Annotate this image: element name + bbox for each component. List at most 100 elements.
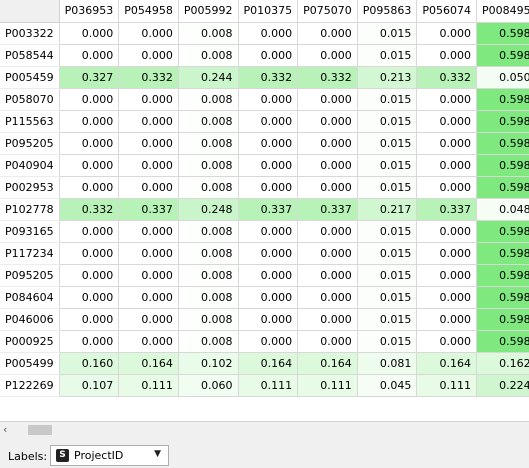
table-cell[interactable]: 0.000 (238, 176, 299, 199)
table-cell[interactable]: 0.000 (59, 132, 120, 155)
row-header[interactable]: P115563 (0, 110, 60, 133)
table-cell[interactable]: 0.000 (238, 154, 299, 177)
table-cell[interactable]: 0.164 (118, 352, 179, 375)
table-cell[interactable]: 0.111 (297, 374, 358, 397)
table-cell[interactable]: 0.015 (357, 132, 418, 155)
column-header[interactable]: P008495 (476, 0, 529, 23)
distance-table-view[interactable]: P036953 P054958 P005992 P010375 P075070 P0958… (0, 0, 529, 421)
table-cell[interactable]: 0.337 (416, 198, 477, 221)
table-cell[interactable]: 0.000 (297, 176, 358, 199)
horizontal-scrollbar[interactable]: ‹ (0, 421, 529, 438)
table-cell[interactable]: 0.000 (118, 110, 179, 133)
table-cell[interactable]: 0.332 (297, 66, 358, 89)
row-header[interactable]: P122269 (0, 374, 60, 397)
table-cell[interactable]: 0.332 (59, 198, 120, 221)
table-cell[interactable]: 0.000 (59, 88, 120, 111)
table-cell[interactable]: 0.337 (118, 198, 179, 221)
row-header[interactable]: P084604 (0, 286, 60, 309)
table-cell[interactable]: 0.008 (178, 110, 239, 133)
table-cell[interactable]: 0.008 (178, 308, 239, 331)
table-cell[interactable]: 0.164 (297, 352, 358, 375)
table-cell[interactable]: 0.000 (297, 110, 358, 133)
table-cell[interactable]: 0.060 (178, 374, 239, 397)
table-cell[interactable]: 0.164 (238, 352, 299, 375)
column-header[interactable]: P005992 (178, 0, 239, 23)
table-cell[interactable]: 0.008 (178, 242, 239, 265)
table-cell[interactable]: 0.015 (357, 308, 418, 331)
scrollbar-thumb[interactable] (28, 425, 52, 435)
table-cell[interactable]: 0.598 (476, 44, 529, 67)
table-cell[interactable]: 0.000 (59, 220, 120, 243)
table-cell[interactable]: 0.015 (357, 176, 418, 199)
table-cell[interactable]: 0.000 (118, 330, 179, 353)
row-header[interactable]: P003322 (0, 22, 60, 45)
table-cell[interactable]: 0.000 (297, 132, 358, 155)
table-cell[interactable]: 0.000 (416, 110, 477, 133)
table-cell[interactable]: 0.111 (238, 374, 299, 397)
table-cell[interactable]: 0.107 (59, 374, 120, 397)
table-cell[interactable]: 0.000 (238, 132, 299, 155)
table-cell[interactable]: 0.015 (357, 286, 418, 309)
row-header[interactable]: P093165 (0, 220, 60, 243)
table-cell[interactable]: 0.000 (59, 308, 120, 331)
table-cell[interactable]: 0.000 (118, 286, 179, 309)
table-cell[interactable]: 0.000 (59, 176, 120, 199)
table-cell[interactable]: 0.000 (59, 22, 120, 45)
table-cell[interactable]: 0.008 (178, 286, 239, 309)
table-cell[interactable]: 0.327 (59, 66, 120, 89)
table-cell[interactable]: 0.000 (118, 22, 179, 45)
table-cell[interactable]: 0.332 (238, 66, 299, 89)
table-cell[interactable]: 0.000 (297, 22, 358, 45)
table-cell[interactable]: 0.000 (238, 264, 299, 287)
table-cell[interactable]: 0.008 (178, 264, 239, 287)
column-header[interactable]: P010375 (238, 0, 299, 23)
table-cell[interactable]: 0.111 (416, 374, 477, 397)
table-cell[interactable]: 0.598 (476, 88, 529, 111)
row-header[interactable]: P095205 (0, 132, 60, 155)
table-cell[interactable]: 0.050 (476, 66, 529, 89)
table-cell[interactable]: 0.015 (357, 154, 418, 177)
table-cell[interactable]: 0.000 (238, 110, 299, 133)
table-cell[interactable]: 0.015 (357, 220, 418, 243)
table-cell[interactable]: 0.598 (476, 220, 529, 243)
table-cell[interactable]: 0.000 (416, 44, 477, 67)
table-cell[interactable]: 0.000 (238, 88, 299, 111)
table-cell[interactable]: 0.000 (416, 154, 477, 177)
table-cell[interactable]: 0.000 (297, 330, 358, 353)
table-cell[interactable]: 0.015 (357, 44, 418, 67)
column-header[interactable]: P036953 (59, 0, 120, 23)
table-cell[interactable]: 0.000 (416, 176, 477, 199)
row-header[interactable]: P005459 (0, 66, 60, 89)
table-cell[interactable]: 0.598 (476, 264, 529, 287)
table-corner[interactable] (0, 0, 60, 23)
table-cell[interactable]: 0.008 (178, 88, 239, 111)
table-cell[interactable]: 0.000 (416, 88, 477, 111)
table-cell[interactable]: 0.217 (357, 198, 418, 221)
table-cell[interactable]: 0.000 (297, 286, 358, 309)
table-cell[interactable]: 0.000 (118, 154, 179, 177)
table-cell[interactable]: 0.244 (178, 66, 239, 89)
table-cell[interactable]: 0.000 (238, 22, 299, 45)
table-cell[interactable]: 0.045 (357, 374, 418, 397)
table-cell[interactable]: 0.000 (416, 308, 477, 331)
table-cell[interactable]: 0.000 (297, 88, 358, 111)
table-cell[interactable]: 0.102 (178, 352, 239, 375)
table-cell[interactable]: 0.000 (297, 308, 358, 331)
table-cell[interactable]: 0.598 (476, 176, 529, 199)
table-cell[interactable]: 0.048 (476, 198, 529, 221)
table-cell[interactable]: 0.000 (238, 242, 299, 265)
table-cell[interactable]: 0.337 (297, 198, 358, 221)
column-header[interactable]: P075070 (297, 0, 358, 23)
table-cell[interactable]: 0.000 (416, 220, 477, 243)
row-header[interactable]: P046006 (0, 308, 60, 331)
table-cell[interactable]: 0.162 (476, 352, 529, 375)
table-cell[interactable]: 0.000 (238, 220, 299, 243)
table-cell[interactable]: 0.000 (416, 22, 477, 45)
row-header[interactable]: P058544 (0, 44, 60, 67)
row-header[interactable]: P005499 (0, 352, 60, 375)
table-cell[interactable]: 0.598 (476, 110, 529, 133)
table-cell[interactable]: 0.598 (476, 330, 529, 353)
table-cell[interactable]: 0.000 (416, 264, 477, 287)
table-cell[interactable]: 0.015 (357, 264, 418, 287)
table-cell[interactable]: 0.000 (238, 286, 299, 309)
